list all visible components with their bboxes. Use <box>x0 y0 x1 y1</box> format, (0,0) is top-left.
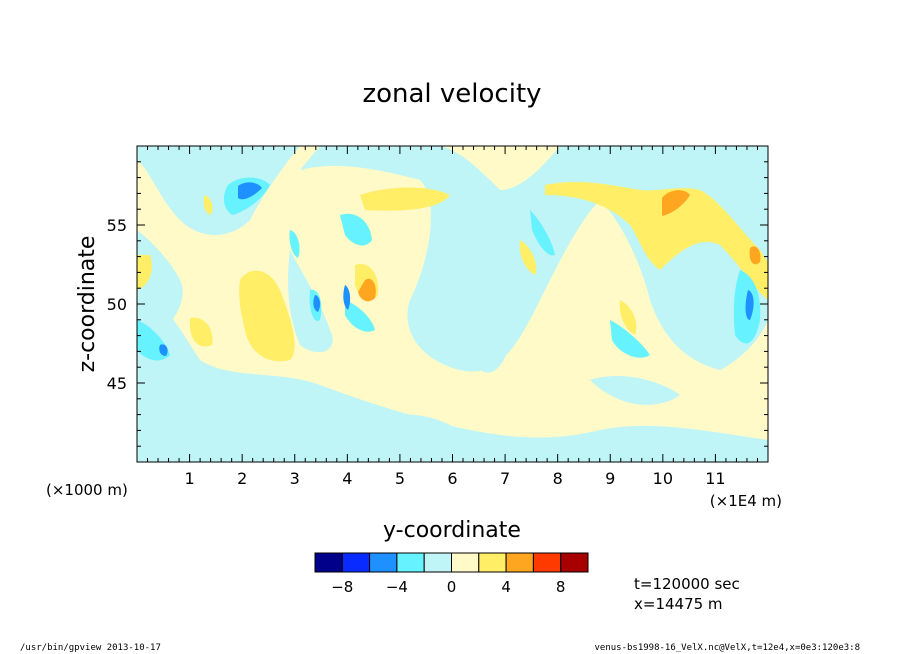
colorbar-swatch <box>314 552 343 573</box>
x-tick-label: 8 <box>553 469 563 488</box>
colorbar-swatch <box>451 552 480 573</box>
x-tick-label: 3 <box>290 469 300 488</box>
chart-title: zonal velocity <box>362 79 541 109</box>
x-tick-label: 6 <box>447 469 457 488</box>
x-axis-label: y-coordinate <box>383 518 521 543</box>
colorbar-swatch <box>396 552 425 573</box>
y-tick-label: 55 <box>107 216 127 235</box>
x-tick-label: 4 <box>342 469 352 488</box>
footer-right: venus-bs1998-16_VelX.nc@VelX,t=12e4,x=0e… <box>594 643 860 653</box>
y-axis-label: z-coordinate <box>75 236 100 373</box>
y-scale-note: (×1000 m) <box>46 481 128 499</box>
plot-area <box>137 146 768 462</box>
colorbar-swatch <box>532 552 562 573</box>
colorbar: −8 −4 0 4 8 <box>314 552 589 596</box>
colorbar-tick-label: 8 <box>556 578 566 596</box>
footer-left: /usr/bin/gpview 2013-10-17 <box>20 643 161 653</box>
x-tick-label: 9 <box>605 469 615 488</box>
x-tick-label: 2 <box>237 469 247 488</box>
contour-level-pos2 <box>137 182 768 362</box>
x-tick-label: 10 <box>653 469 673 488</box>
colorbar-swatch <box>341 552 371 573</box>
x-scale-note: (×1E4 m) <box>710 492 782 510</box>
x-tick-label: 11 <box>705 469 725 488</box>
x-axis: 1 2 3 4 5 6 7 8 9 10 11 <box>136 146 769 488</box>
colorbar-swatch <box>478 552 507 573</box>
x-tick-label: 7 <box>500 469 510 488</box>
y-axis: 45 50 55 <box>107 145 768 463</box>
colorbar-tick-label: 4 <box>501 578 511 596</box>
y-tick-label: 50 <box>107 295 127 314</box>
x-tick-label: 1 <box>184 469 194 488</box>
contour-level-neg6 <box>159 182 754 356</box>
position-annotation: x=14475 m <box>634 595 723 613</box>
colorbar-swatch <box>369 552 398 573</box>
x-tick-label: 5 <box>395 469 405 488</box>
colorbar-swatch <box>505 552 534 573</box>
colorbar-tick-label: −8 <box>331 578 353 596</box>
colorbar-swatch <box>560 552 589 573</box>
colorbar-tick-label: −4 <box>386 578 408 596</box>
contour-level-pos4 <box>358 190 761 302</box>
colorbar-tick-label: 0 <box>447 578 457 596</box>
colorbar-swatch <box>423 552 453 573</box>
y-tick-label: 45 <box>107 374 127 393</box>
time-annotation: t=120000 sec <box>634 575 740 593</box>
